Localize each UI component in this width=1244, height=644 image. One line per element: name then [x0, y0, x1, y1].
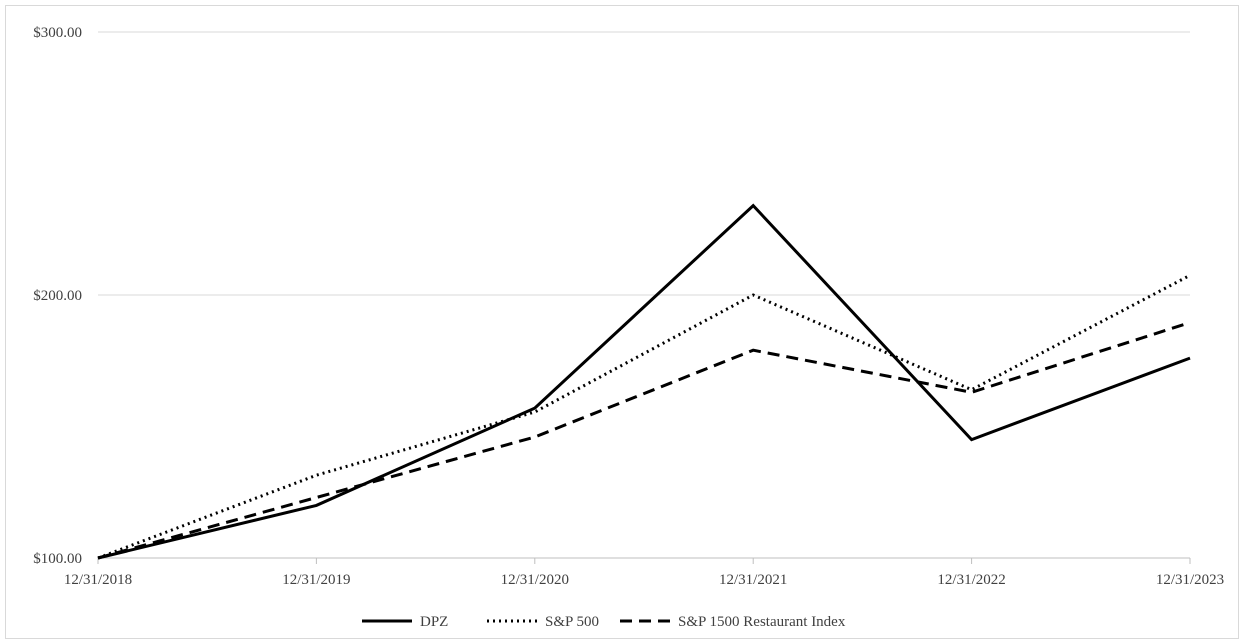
x-tick-label: 12/31/2020 — [501, 572, 569, 588]
legend: DPZ S&P 500 S&P 1500 Restaurant Index — [362, 614, 846, 630]
x-tick-label: 12/31/2022 — [937, 572, 1005, 588]
y-axis: $100.00 $200.00 $300.00 — [33, 25, 82, 567]
series-line-1 — [97, 203, 1191, 560]
series-line-2 — [97, 273, 1191, 560]
x-tick-label: 12/31/2023 — [1156, 572, 1224, 588]
x-axis: 12/31/2018 12/31/2019 12/31/2020 12/31/2021… — [64, 557, 1224, 588]
y-tick-label: $200.00 — [33, 288, 82, 304]
x-tick-label: 12/31/2018 — [64, 572, 132, 588]
legend-label-1: DPZ — [420, 614, 448, 630]
y-tick-label: $100.00 — [33, 551, 82, 567]
series-lines — [97, 203, 1191, 560]
series-line-3 — [97, 321, 1191, 560]
legend-label-3: S&P 1500 Restaurant Index — [678, 614, 846, 630]
y-tick-label: $300.00 — [33, 25, 82, 41]
x-tick-label: 12/31/2021 — [719, 572, 787, 588]
chart-frame — [5, 5, 1239, 639]
gridlines — [98, 31, 1190, 296]
x-tick-label: 12/31/2019 — [282, 572, 350, 588]
legend-label-2: S&P 500 — [545, 614, 599, 630]
